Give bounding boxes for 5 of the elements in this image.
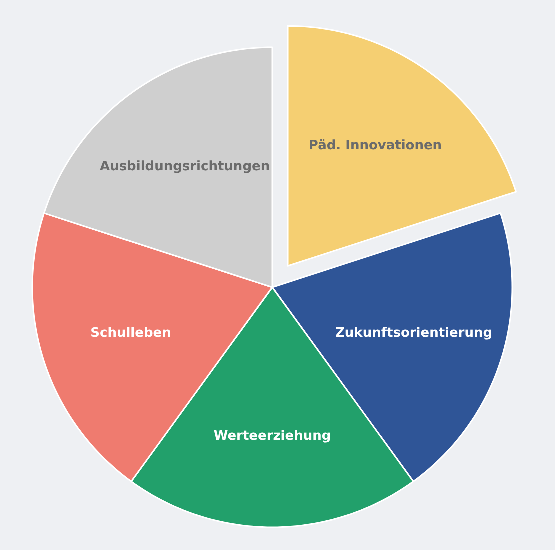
- slice-label: Werteerziehung: [214, 428, 332, 444]
- slice-label: Ausbildungsrichtungen: [100, 160, 270, 175]
- slice-label: Zukunftsorientierung: [336, 326, 493, 341]
- slice-label: Päd. Innovationen: [308, 138, 442, 154]
- slice-label: Schulleben: [90, 326, 172, 341]
